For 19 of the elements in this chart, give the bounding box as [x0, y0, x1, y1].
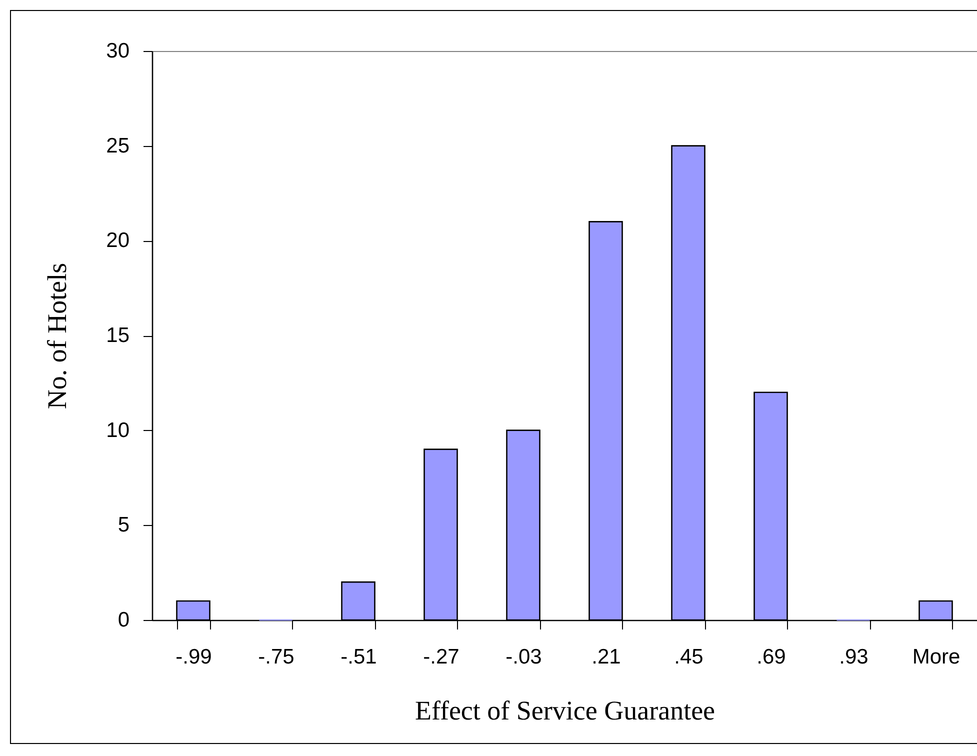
x-tick-label: -.75 [258, 646, 294, 668]
x-tick-label: -.99 [176, 646, 212, 668]
x-tick-label: More [912, 646, 960, 668]
y-tick-label: 20 [106, 229, 130, 252]
y-tick-label: 10 [106, 418, 130, 442]
x-axis-title: Effect of Service Guarantee [414, 696, 716, 726]
x-tick-label: .21 [592, 646, 621, 668]
x-tick-label: -.27 [423, 646, 460, 668]
x-tick-label: -.03 [506, 646, 542, 668]
y-axis-title: No. of Hotels [42, 262, 72, 410]
x-tick-label: -.51 [340, 646, 377, 668]
x-tick-label: .45 [674, 646, 704, 668]
y-tick-label: 15 [106, 324, 130, 347]
y-tick-label: 30 [106, 40, 130, 62]
y-tick-label: 0 [118, 608, 130, 632]
x-tick-label: .93 [839, 646, 868, 668]
y-tick-label: 5 [118, 514, 130, 537]
x-tick-label: .69 [756, 646, 786, 668]
y-tick-label: 25 [106, 134, 130, 158]
